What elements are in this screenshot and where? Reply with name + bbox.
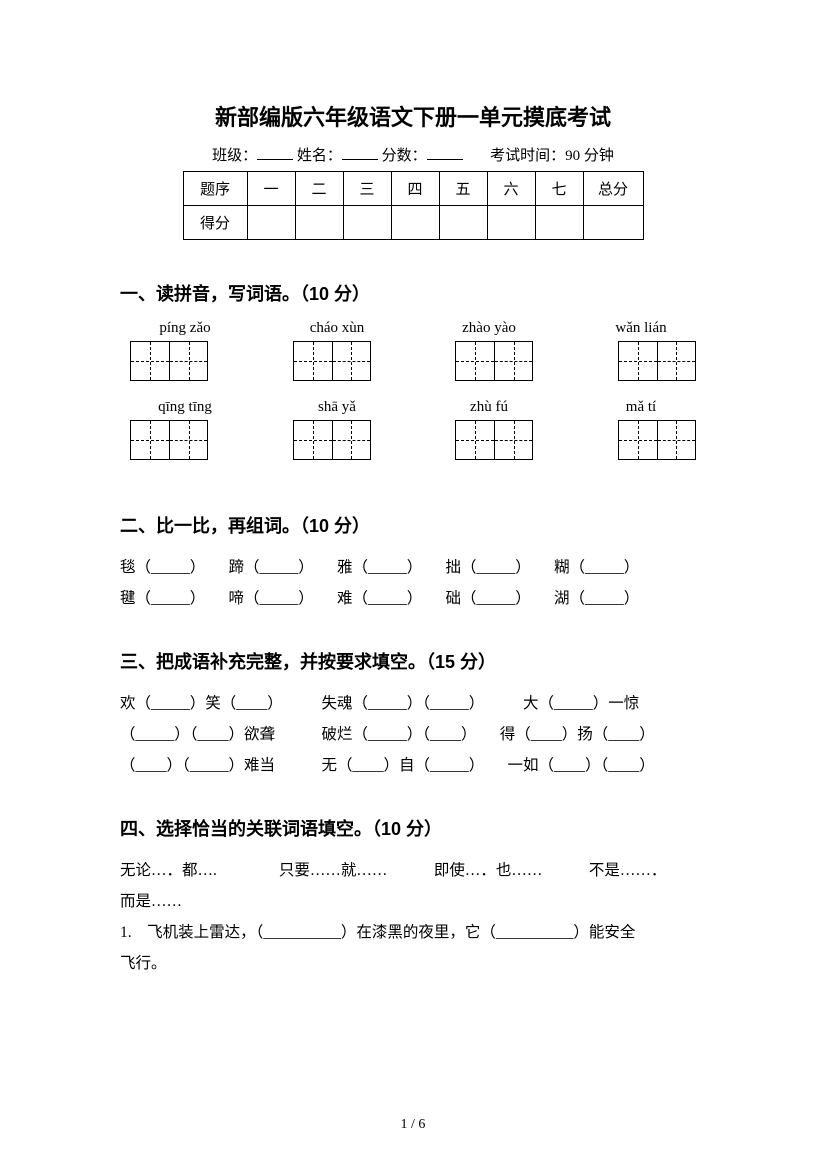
tianzige-box[interactable] [293, 341, 371, 381]
score-row-label: 得分 [183, 206, 247, 240]
score-total: 总分 [583, 172, 643, 206]
sec4-q1: 1. 飞机装上雷达，（__________）在漆黑的夜里，它（_________… [120, 917, 706, 948]
score-cell[interactable] [439, 206, 487, 240]
sec2-line: 毯（_____） 蹄（_____） 雅（_____） 拙（_____） 糊（__… [120, 552, 706, 583]
pinyin-row: qīng tīng shā yǎ zhù fú mǎ tí [120, 399, 706, 416]
score-cell-total[interactable] [583, 206, 643, 240]
sec3-heading: 三、把成语补充完整，并按要求填空。（15 分） [120, 648, 706, 674]
score-cell[interactable] [295, 206, 343, 240]
score-cell[interactable] [247, 206, 295, 240]
sec2-heading: 二、比一比，再组词。（10 分） [120, 512, 706, 538]
sec3-line: （____）（_____）难当 无（____）自（_____） 一如（____）… [120, 750, 706, 781]
score-cell[interactable] [487, 206, 535, 240]
score-label: 分数： [382, 148, 427, 164]
score-header-label: 题序 [183, 172, 247, 206]
sec1-heading: 一、读拼音，写词语。（10 分） [120, 280, 706, 306]
boxes-row [120, 341, 706, 381]
pinyin: zhào yào [434, 320, 544, 337]
pinyin: wǎn lián [586, 320, 696, 337]
name-label: 姓名： [297, 148, 342, 164]
score-blank[interactable] [427, 145, 463, 160]
page-number: 1 / 6 [0, 1117, 826, 1133]
class-label: 班级： [212, 148, 257, 164]
time-label: 考试时间：90 分钟 [490, 148, 614, 164]
score-col: 三 [343, 172, 391, 206]
score-col: 一 [247, 172, 295, 206]
boxes-row [120, 420, 706, 460]
name-blank[interactable] [342, 145, 378, 160]
score-cell[interactable] [535, 206, 583, 240]
sec4-options: 而是…… [120, 886, 706, 917]
score-col: 二 [295, 172, 343, 206]
tianzige-box[interactable] [455, 341, 533, 381]
tianzige-box[interactable] [130, 341, 208, 381]
sec3-line: （_____）（____）欲聋 破烂（_____）（____） 得（____）扬… [120, 719, 706, 750]
class-blank[interactable] [257, 145, 293, 160]
sec3-line: 欢（_____）笑（____） 失魂（_____）（_____） 大（_____… [120, 688, 706, 719]
page-title: 新部编版六年级语文下册一单元摸底考试 [120, 100, 706, 132]
score-cell[interactable] [391, 206, 439, 240]
pinyin: shā yǎ [282, 399, 392, 416]
tianzige-box[interactable] [130, 420, 208, 460]
score-col: 五 [439, 172, 487, 206]
pinyin-row: píng zǎo cháo xùn zhào yào wǎn lián [120, 320, 706, 337]
meta-row: 班级： 姓名： 分数： 考试时间：90 分钟 [120, 144, 706, 165]
sec4-options: 无论…．都…. 只要……就…… 即使…．也…… 不是……． [120, 855, 706, 886]
pinyin: zhù fú [434, 399, 544, 416]
pinyin: cháo xùn [282, 320, 392, 337]
pinyin: píng zǎo [130, 320, 240, 337]
tianzige-box[interactable] [618, 420, 696, 460]
score-col: 七 [535, 172, 583, 206]
sec4-q1b: 飞行。 [120, 948, 706, 979]
score-col: 四 [391, 172, 439, 206]
score-cell[interactable] [343, 206, 391, 240]
score-table: 题序 一 二 三 四 五 六 七 总分 得分 [183, 171, 644, 240]
tianzige-box[interactable] [455, 420, 533, 460]
sec2-line: 毽（_____） 啼（_____） 难（_____） 础（_____） 湖（__… [120, 583, 706, 614]
pinyin: mǎ tí [586, 399, 696, 416]
sec4-heading: 四、选择恰当的关联词语填空。（10 分） [120, 815, 706, 841]
tianzige-box[interactable] [293, 420, 371, 460]
tianzige-box[interactable] [618, 341, 696, 381]
pinyin: qīng tīng [130, 399, 240, 416]
score-col: 六 [487, 172, 535, 206]
